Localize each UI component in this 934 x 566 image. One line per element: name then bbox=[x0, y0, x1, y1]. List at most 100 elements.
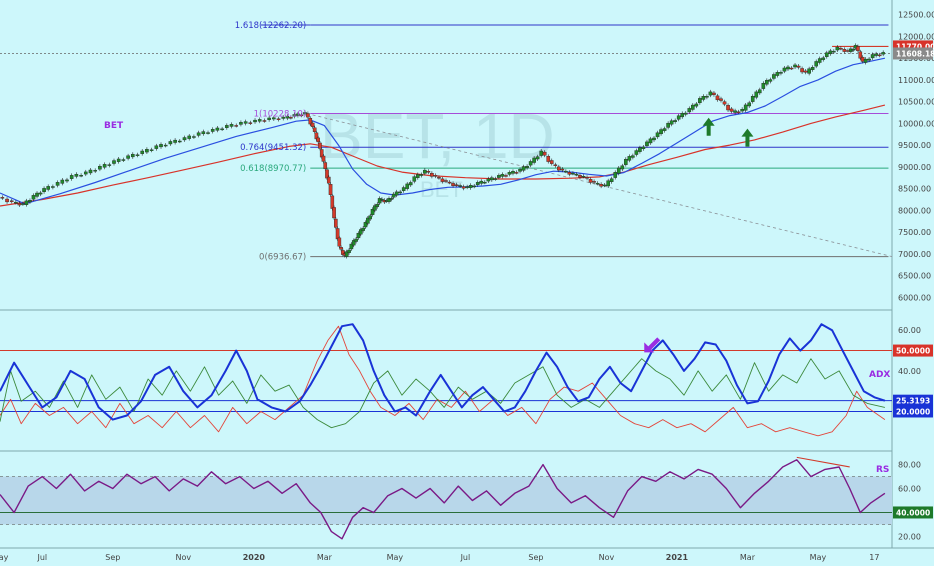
candle-body bbox=[192, 136, 196, 138]
price-tick-label: 11000.00 bbox=[898, 76, 934, 85]
candle-body bbox=[497, 175, 501, 178]
candle-body bbox=[757, 89, 762, 94]
candle-body bbox=[708, 91, 713, 96]
candle-body bbox=[337, 237, 342, 247]
candle-body bbox=[296, 113, 300, 116]
candle-body bbox=[267, 117, 271, 120]
candle-body bbox=[210, 129, 215, 132]
candle-body bbox=[149, 149, 154, 151]
adx-axis-tag bbox=[893, 344, 933, 357]
candle-body bbox=[83, 171, 88, 175]
candle-body bbox=[638, 147, 642, 152]
candle-body bbox=[102, 164, 107, 168]
candle-body bbox=[42, 188, 46, 192]
candle-body bbox=[532, 157, 536, 163]
candle-body bbox=[0, 197, 5, 199]
candle-body bbox=[881, 52, 885, 55]
candle-body bbox=[366, 217, 370, 224]
candle-body bbox=[549, 160, 554, 164]
candle-body bbox=[310, 122, 315, 127]
candle-body bbox=[433, 175, 438, 177]
time-tick-label: Sep bbox=[105, 553, 120, 562]
candle-body bbox=[828, 50, 833, 55]
candle-body bbox=[375, 203, 380, 207]
chart-text-labels: 1.618(12262.20) 1(10228.10) 0.764(9451.32)… bbox=[104, 21, 890, 475]
candle-body bbox=[634, 150, 639, 155]
time-tick-label: Jul bbox=[460, 553, 471, 562]
candle-body bbox=[107, 164, 112, 166]
candle-body bbox=[874, 53, 878, 56]
candle-body bbox=[475, 182, 480, 186]
candle-body bbox=[328, 184, 333, 195]
candle-body bbox=[775, 72, 780, 76]
candle-body bbox=[373, 205, 377, 211]
candle-body bbox=[121, 159, 126, 161]
candle-body bbox=[225, 125, 229, 128]
candle-body bbox=[796, 65, 801, 68]
candle-body bbox=[690, 104, 695, 110]
candle-body bbox=[493, 178, 498, 180]
time-tick-label: Nov bbox=[176, 553, 192, 562]
candle-body bbox=[542, 151, 547, 156]
candle-body bbox=[627, 156, 632, 161]
candle-body bbox=[659, 129, 663, 135]
candle-body bbox=[588, 179, 593, 183]
candle-body bbox=[514, 172, 519, 174]
candle-body bbox=[680, 113, 685, 118]
candle-body bbox=[35, 192, 39, 197]
candle-body bbox=[761, 82, 766, 89]
candle-body bbox=[482, 181, 487, 184]
candle-body bbox=[715, 95, 720, 101]
candle-body bbox=[377, 198, 382, 204]
candle-body bbox=[363, 222, 368, 228]
candle-body bbox=[354, 238, 358, 242]
candle-body bbox=[507, 172, 512, 175]
candle-body bbox=[810, 67, 815, 70]
time-tick-label: May bbox=[387, 553, 404, 562]
candle-body bbox=[69, 175, 74, 179]
candle-body bbox=[546, 156, 551, 162]
candle-body bbox=[243, 121, 248, 124]
candle-body bbox=[599, 184, 603, 187]
price-tick-label: 10500.00 bbox=[898, 98, 934, 107]
candle-body bbox=[234, 125, 239, 127]
time-tick-label: 2020 bbox=[243, 553, 266, 562]
candle-body bbox=[683, 112, 688, 115]
candle-body bbox=[567, 172, 572, 175]
price-tick-label: 12000.00 bbox=[898, 32, 934, 41]
candle-body bbox=[444, 180, 448, 182]
candle-body bbox=[666, 122, 670, 128]
candle-body bbox=[206, 132, 210, 134]
candle-body bbox=[821, 57, 826, 60]
time-tick-label: ay bbox=[0, 553, 9, 562]
candle-body bbox=[490, 177, 494, 181]
candle-body bbox=[358, 229, 363, 235]
annotation-arrows bbox=[644, 117, 754, 353]
candle-body bbox=[736, 111, 741, 113]
candle-body bbox=[521, 166, 526, 171]
candle-body bbox=[733, 110, 737, 113]
adx-axis-tag bbox=[893, 405, 933, 418]
fib-level-label: 0.764(9451.32) bbox=[240, 143, 306, 153]
time-tick-label: Sep bbox=[528, 553, 543, 562]
rsi-axis-tag bbox=[893, 506, 933, 519]
candle-body bbox=[870, 54, 875, 59]
candle-body bbox=[321, 155, 326, 162]
candle-body bbox=[368, 215, 372, 220]
candle-body bbox=[595, 182, 600, 185]
candle-body bbox=[229, 124, 234, 127]
fib-level-label: 0(6936.67) bbox=[259, 253, 306, 263]
candle-body bbox=[740, 109, 744, 112]
candle-body bbox=[159, 144, 163, 148]
candle-body bbox=[361, 227, 365, 231]
candle-body bbox=[419, 174, 424, 176]
candle-body bbox=[877, 54, 882, 57]
candle-body bbox=[789, 67, 794, 70]
candle-body bbox=[17, 203, 22, 206]
candle-body bbox=[782, 67, 787, 72]
candle-body bbox=[326, 176, 331, 184]
candle-body bbox=[93, 170, 97, 172]
candle-body bbox=[553, 164, 558, 166]
candle-body bbox=[405, 183, 410, 189]
candle-body bbox=[312, 127, 317, 132]
